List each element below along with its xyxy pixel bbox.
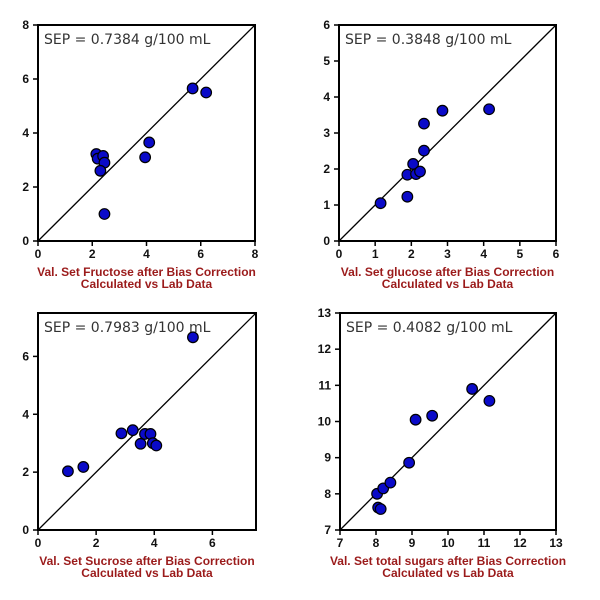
data-point	[62, 465, 74, 478]
y-tick-label: 12	[318, 342, 332, 356]
y-tick-label: 0	[323, 234, 330, 248]
x-tick-label: 12	[513, 536, 527, 550]
x-axis-label: Val. Set Fructose after Bias Correction	[37, 265, 256, 279]
y-tick-label: 6	[323, 18, 330, 32]
x-axis-label: Calculated vs Lab Data	[382, 277, 514, 291]
y-tick-label: 4	[323, 90, 330, 104]
x-axis-label: Val. Set total sugars after Bias Correct…	[330, 554, 566, 568]
x-axis-label: Val. Set Sucrose after Bias Correction	[39, 554, 254, 568]
x-tick-label: 11	[478, 536, 491, 550]
data-point	[414, 165, 426, 178]
y-tick-label: 0	[22, 523, 29, 537]
y-tick-label: 2	[22, 465, 29, 479]
x-tick-label: 0	[35, 536, 42, 550]
x-tick-label: 7	[337, 536, 344, 550]
sep-annotation: SEP = 0.7983 g/100 mL	[44, 320, 211, 336]
x-axis-label: Calculated vs Lab Data	[382, 566, 514, 580]
sep-annotation: SEP = 0.4082 g/100 mL	[346, 320, 513, 336]
x-axis-label: Val. Set glucose after Bias Correction	[341, 265, 554, 279]
identity-line	[37, 312, 257, 531]
y-tick-label: 3	[323, 126, 330, 140]
y-tick-label: 0	[22, 234, 29, 248]
data-point	[134, 437, 147, 450]
data-point	[401, 190, 414, 203]
data-point	[418, 117, 430, 130]
x-tick-label: 8	[373, 536, 380, 550]
x-tick-label: 10	[441, 536, 455, 550]
y-tick-label: 4	[22, 407, 29, 421]
identity-line	[338, 24, 557, 242]
x-tick-label: 4	[151, 536, 158, 550]
x-tick-label: 4	[143, 247, 150, 261]
scatter-panel-4: 7 8 9 10 11 12 13 7 8 9 10 11 12 13 SEP = 0.4082 g/100…	[318, 306, 566, 580]
x-tick-label: 0	[336, 247, 343, 261]
y-tick-label: 5	[323, 54, 330, 68]
data-point	[139, 151, 152, 164]
scatter-panel-1: 0 2 4 6 8 0 2 4 6 8 SEP = 0.7384 g/100 mL Val. Set …	[22, 18, 258, 291]
data-point	[94, 164, 107, 177]
y-tick-label: 11	[318, 378, 331, 392]
data-point	[418, 144, 430, 157]
x-tick-label: 13	[549, 536, 563, 550]
x-tick-label: 2	[408, 247, 415, 261]
scatter-panel-3: 0 2 4 6 0 2 4 6 SEP = 0.7983 g/100 mL Val. Set Su…	[22, 312, 257, 580]
y-tick-label: 2	[22, 180, 29, 194]
x-tick-label: 9	[409, 536, 416, 550]
sep-annotation: SEP = 0.3848 g/100 mL	[345, 32, 512, 48]
data-point	[143, 136, 156, 149]
data-point	[200, 86, 213, 99]
data-point	[187, 331, 199, 344]
x-axis-label: Calculated vs Lab Data	[81, 566, 213, 580]
y-tick-label: 7	[324, 523, 331, 537]
x-tick-label: 4	[480, 247, 487, 261]
y-tick-label: 8	[324, 487, 331, 501]
x-tick-label: 6	[209, 536, 216, 550]
identity-line	[339, 312, 557, 531]
data-point	[409, 413, 422, 426]
x-tick-label: 2	[89, 247, 96, 261]
x-tick-label: 6	[553, 247, 560, 261]
y-tick-label: 6	[22, 72, 29, 86]
data-point	[466, 383, 479, 395]
data-point	[98, 208, 111, 220]
identity-line	[37, 24, 256, 242]
y-tick-label: 13	[318, 306, 332, 320]
data-point	[186, 82, 199, 95]
data-point	[374, 197, 387, 210]
y-tick-label: 2	[323, 162, 330, 176]
data-point	[483, 394, 496, 407]
data-point	[126, 424, 139, 437]
y-tick-label: 6	[22, 349, 29, 363]
scatter-panel-2: 0 1 2 3 4 5 6 0 1 2 3 4 5 6 SEP = 0.3848 g/100 mL Val. …	[323, 18, 559, 291]
y-tick-label: 8	[22, 18, 29, 32]
data-point	[115, 427, 128, 440]
x-tick-label: 0	[35, 247, 42, 261]
x-tick-label: 3	[444, 247, 451, 261]
x-tick-label: 1	[372, 247, 379, 261]
sep-annotation: SEP = 0.7384 g/100 mL	[44, 32, 211, 48]
data-point	[436, 104, 449, 117]
data-point	[426, 409, 439, 422]
x-tick-label: 6	[197, 247, 204, 261]
data-point	[483, 103, 495, 116]
x-tick-label: 2	[93, 536, 100, 550]
y-tick-label: 9	[324, 451, 331, 465]
x-tick-label: 8	[252, 247, 259, 261]
y-tick-label: 1	[323, 198, 330, 212]
x-tick-label: 5	[516, 247, 523, 261]
data-point	[77, 461, 90, 473]
y-tick-label: 4	[22, 126, 29, 140]
data-point	[150, 439, 163, 452]
data-point	[403, 456, 416, 469]
data-point	[384, 476, 397, 489]
plot-frame	[37, 312, 257, 531]
y-tick-label: 10	[318, 415, 332, 429]
data-point	[374, 503, 387, 515]
x-axis-label: Calculated vs Lab Data	[81, 277, 213, 291]
